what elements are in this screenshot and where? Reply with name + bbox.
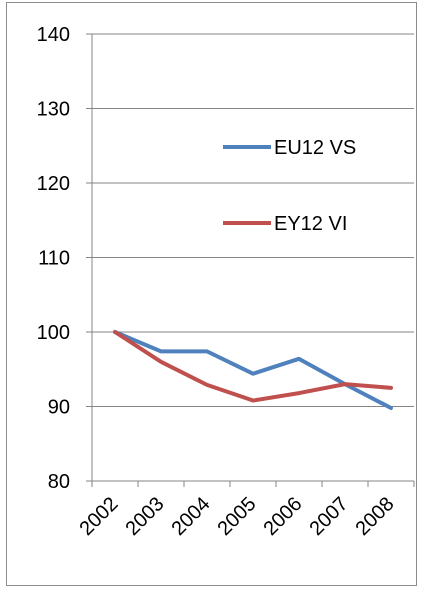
series-lines: [113, 330, 393, 410]
series-line-0: [113, 330, 393, 410]
legend-label-1: EY12 VI: [274, 213, 347, 235]
x-tick-label-2007: 2007: [306, 493, 353, 540]
x-tick-label-2005: 2005: [214, 493, 261, 540]
y-tick-labels: 80 90 100 110 120 130 140: [37, 24, 70, 493]
legend-label-0: EU12 VS: [274, 137, 356, 159]
x-tick-label-2002: 2002: [76, 493, 123, 540]
x-tick-label-2006: 2006: [260, 493, 307, 540]
axes: [86, 33, 415, 487]
x-tick-label-2008: 2008: [352, 493, 399, 540]
y-tick-label-100: 100: [37, 322, 70, 344]
y-tick-label-90: 90: [48, 397, 70, 419]
y-tick-label-120: 120: [37, 173, 70, 195]
y-tick-label-80: 80: [48, 471, 70, 493]
legend: EU12 VS EY12 VI: [223, 137, 356, 235]
x-tick-label-2004: 2004: [168, 493, 215, 540]
y-tick-label-140: 140: [37, 24, 70, 46]
series-line-1: [113, 330, 393, 403]
chart-frame: [6, 2, 417, 586]
x-tick-label-2003: 2003: [122, 493, 169, 540]
y-tick-label-110: 110: [38, 248, 70, 270]
y-tick-label-130: 130: [37, 99, 70, 121]
gridlines: [92, 33, 414, 407]
